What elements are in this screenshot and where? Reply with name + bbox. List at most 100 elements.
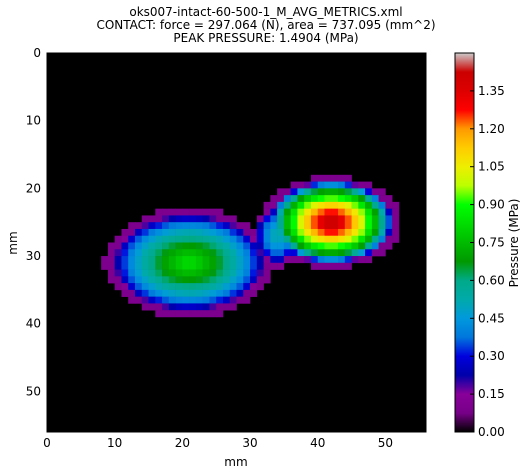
heatmap-cell: [385, 222, 393, 230]
heatmap-cell: [141, 296, 149, 304]
heatmap-cell: [209, 208, 217, 216]
heatmap-cell: [229, 215, 237, 223]
heatmap-cell: [202, 208, 210, 216]
heatmap-cell: [297, 235, 305, 243]
heatmap-cell: [114, 283, 122, 291]
heatmap-cell: [162, 235, 170, 243]
heatmap-cell: [270, 242, 278, 250]
heatmap-cell: [344, 249, 352, 257]
y-tick-label: 30: [26, 249, 41, 263]
heatmap-cell: [209, 283, 217, 291]
heatmap-cell: [365, 215, 373, 223]
heatmap-cell: [209, 303, 217, 311]
heatmap-cell: [304, 222, 312, 230]
heatmap-cell: [358, 256, 366, 264]
heatmap-cell: [148, 249, 156, 257]
heatmap-cell: [134, 222, 143, 230]
heatmap-cell: [378, 215, 386, 223]
heatmap-cell: [317, 215, 325, 223]
heatmap-cell: [236, 289, 244, 297]
heatmap-cell: [121, 289, 129, 297]
chart-title-line-2: CONTACT: force = 297.064 (N), area = 737…: [96, 18, 436, 32]
heatmap-cell: [358, 208, 366, 216]
heatmap-cell: [128, 262, 136, 270]
heatmap-cell: [216, 262, 224, 270]
heatmap-cell: [107, 242, 115, 250]
heatmap-cell: [222, 262, 231, 270]
heatmap-cell: [344, 188, 352, 196]
heatmap-cell: [304, 228, 312, 237]
heatmap-cell: [324, 222, 332, 230]
colorbar-label: Pressure (MPa): [507, 199, 521, 288]
heatmap-cell: [222, 296, 231, 304]
heatmap-cell: [338, 235, 346, 243]
heatmap-cell: [338, 215, 346, 223]
heatmap-cell: [189, 269, 197, 277]
heatmap-cell: [263, 222, 271, 230]
heatmap-cell: [351, 242, 359, 250]
heatmap-cell: [182, 269, 190, 277]
heatmap-cell: [229, 222, 237, 230]
heatmap-cell: [209, 256, 217, 264]
heatmap-cell: [121, 269, 129, 277]
heatmap-cell: [297, 201, 305, 209]
heatmap-cell: [344, 201, 352, 209]
heatmap-cell: [148, 235, 156, 243]
heatmap-cell: [195, 249, 203, 257]
heatmap-cell: [344, 195, 352, 203]
heatmap-cell: [121, 262, 129, 270]
heatmap-cell: [392, 215, 400, 223]
heatmap-cell: [263, 276, 271, 284]
heatmap-cell: [290, 222, 298, 230]
y-axis-ticks: 0 10 20 30 40 50: [26, 46, 51, 398]
heatmap-cell: [134, 276, 143, 284]
heatmap-cell: [385, 235, 393, 243]
heatmap-cell: [195, 276, 203, 284]
heatmap-cell: [148, 269, 156, 277]
heatmap-cell: [141, 276, 149, 284]
heatmap-cell: [317, 174, 325, 182]
heatmap-cell: [290, 249, 298, 257]
heatmap-cell: [202, 249, 210, 257]
heatmap-cell: [155, 303, 163, 311]
heatmap-cell: [297, 208, 305, 216]
heatmap-cell: [338, 242, 346, 250]
heatmap-cell: [229, 249, 237, 257]
heatmap-cell: [324, 174, 332, 182]
heatmap-cell: [155, 242, 163, 250]
heatmap-cell: [121, 235, 129, 243]
heatmap-cell: [344, 208, 352, 216]
heatmap-cell: [270, 256, 278, 264]
heatmap-cell: [351, 249, 359, 257]
heatmap-cell: [338, 201, 346, 209]
heatmap-cell: [168, 228, 176, 237]
heatmap-cell: [229, 242, 237, 250]
heatmap-cell: [331, 201, 339, 209]
heatmap-cell: [128, 283, 136, 291]
heatmap-cell: [134, 269, 143, 277]
heatmap-cell: [338, 262, 346, 270]
heatmap-cell: [202, 310, 210, 318]
heatmap-cell: [141, 256, 149, 264]
heatmap-cell: [283, 242, 291, 250]
heatmap-cell: [189, 222, 197, 230]
heatmap-cell: [310, 228, 319, 237]
heatmap-cell: [141, 262, 149, 270]
heatmap-cell: [304, 215, 312, 223]
heatmap-cell: [182, 310, 190, 318]
heatmap-cell: [229, 276, 237, 284]
x-tick-label: 30: [242, 436, 257, 450]
heatmap-cell: [283, 208, 291, 216]
heatmap-cell: [216, 296, 224, 304]
heatmap-cell: [195, 222, 203, 230]
heatmap-cell: [114, 276, 122, 284]
heatmap-cell: [216, 283, 224, 291]
heatmap-cell: [236, 242, 244, 250]
heatmap-cell: [310, 181, 319, 189]
heatmap-cell: [236, 235, 244, 243]
heatmap-cell: [290, 188, 298, 196]
heatmap-cell: [141, 235, 149, 243]
heatmap-cell: [168, 310, 176, 318]
heatmap-cell: [209, 242, 217, 250]
heatmap-cell: [344, 181, 352, 189]
